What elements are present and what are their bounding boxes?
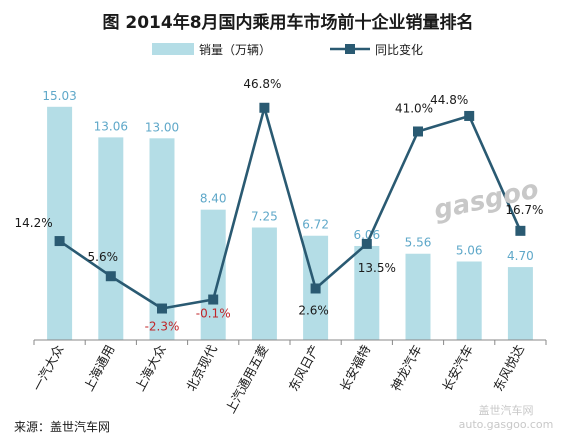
bar-value-label: 13.06 [94, 119, 128, 133]
yoy-marker [259, 102, 270, 113]
yoy-value-label: 14.2% [15, 216, 53, 230]
bar-value-label: 7.25 [251, 210, 278, 224]
category-label: 长安福特 [337, 342, 374, 393]
yoy-marker [413, 126, 423, 137]
legend-label-bar: 销量（万辆） [199, 43, 271, 57]
yoy-value-label: -2.3% [145, 320, 180, 334]
bar-7 [354, 245, 380, 340]
yoy-marker [464, 110, 475, 121]
yoy-value-label: 44.8% [430, 93, 468, 107]
category-label: 神龙汽车 [388, 342, 425, 393]
category-label: 东风悦达 [490, 342, 527, 394]
bar-4 [200, 209, 226, 340]
yoy-value-label: 5.6% [88, 250, 119, 264]
bar-value-label: 6.72 [302, 218, 329, 232]
bar-10 [507, 267, 533, 340]
source-note: 来源：盖世汽车网 [14, 419, 110, 434]
bar-8 [405, 253, 431, 340]
yoy-line [54, 102, 526, 314]
yoy-value-label: 13.5% [358, 261, 396, 275]
bar-value-label: 8.40 [200, 192, 227, 206]
bars [47, 106, 533, 340]
category-label: 长安汽车 [439, 342, 476, 393]
bar-value-label: 5.56 [405, 236, 432, 250]
yoy-marker [157, 303, 167, 314]
watermark-url: auto.gasgoo.com [459, 418, 554, 431]
yoy-marker [310, 283, 321, 294]
yoy-marker [361, 238, 372, 249]
yoy-marker [208, 294, 219, 305]
chart-title: 图 2014年8月国内乘用车市场前十企业销量排名 [102, 12, 473, 33]
category-label: 上汽通用五菱 [223, 342, 271, 415]
yoy-value-label: 16.7% [505, 203, 543, 217]
bar-value-label: 4.70 [507, 249, 534, 263]
yoy-marker [515, 225, 526, 236]
bar-5 [251, 227, 277, 340]
legend-swatch-bar [152, 43, 194, 55]
bar-1 [47, 106, 73, 340]
yoy-line-path [58, 106, 522, 310]
yoy-value-label: 41.0% [395, 101, 433, 115]
yoy-value-labels: 14.2% 5.6% -2.3% -0.1% 46.8% 2.6% 13.5% 41.0%44… [15, 77, 544, 334]
category-label: 东风日产 [286, 342, 323, 393]
bar-value-label: 5.06 [456, 243, 483, 257]
watermark-tagline: 盖世汽车网 [479, 403, 534, 417]
watermark-brand: gasgoo [431, 174, 541, 225]
bar-2 [98, 137, 124, 340]
x-axis-ticks [33, 340, 547, 345]
category-label: 北京现代 [183, 342, 220, 394]
legend-label-line: 同比变化 [375, 42, 423, 57]
yoy-marker [105, 271, 116, 282]
yoy-value-label: 2.6% [298, 303, 329, 317]
bar-value-label: 15.03 [42, 89, 76, 103]
bar-value-label: 13.00 [145, 120, 179, 134]
yoy-marker [54, 236, 65, 247]
category-labels: 一汽大众 上海通用 上海大众 北京现代 上汽通用五菱 东风日产 长安福特 神龙汽车 长安汽车 东风… [30, 342, 528, 416]
category-label: 上海大众 [132, 342, 169, 393]
legend: 销量（万辆） 同比变化 [152, 42, 423, 57]
yoy-value-label: 46.8% [243, 77, 281, 91]
bar-9 [456, 261, 482, 340]
category-label: 上海通用 [81, 342, 118, 393]
yoy-value-label: -0.1% [196, 307, 231, 321]
legend-swatch-marker [345, 44, 355, 54]
category-label: 一汽大众 [30, 342, 67, 393]
